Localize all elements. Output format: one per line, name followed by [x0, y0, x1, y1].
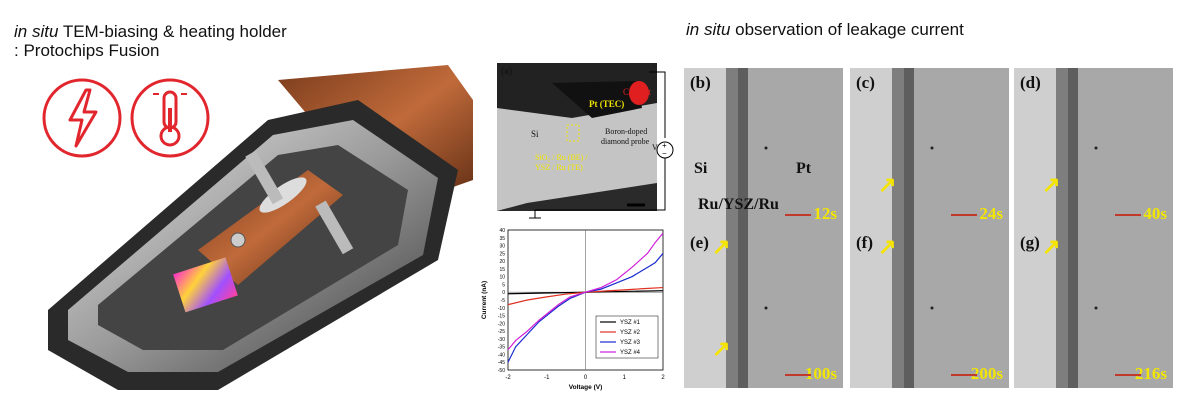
- tem-micrograph: [1014, 228, 1173, 388]
- scale-bar: [1115, 214, 1141, 216]
- circuit-diagram: + −: [529, 71, 674, 219]
- si-layer-label: Si: [694, 160, 708, 177]
- series-line-3: [507, 252, 664, 363]
- y-tick-label: -30: [498, 337, 505, 343]
- tem-panel: (e) 100s ↗ ↗: [684, 228, 843, 388]
- y-tick-label: 20: [499, 259, 505, 265]
- yellow-arrow-icon: ↗: [878, 234, 897, 259]
- time-stamp: 24s: [979, 204, 1003, 223]
- time-stamp: 200s: [970, 364, 1003, 383]
- y-axis-label: Current (nA): [481, 281, 488, 319]
- thermometer-icon: [130, 78, 210, 158]
- si-label: Si: [531, 129, 539, 139]
- tem-micrograph: [1014, 68, 1173, 228]
- x-tick-label: -1: [544, 375, 550, 381]
- time-stamp: 100s: [804, 364, 837, 383]
- y-tick-label: -25: [498, 329, 505, 335]
- y-tick-label: -35: [498, 345, 505, 351]
- y-tick-label: 35: [499, 236, 505, 242]
- tem-panel: (b) 12s Si Pt Ru/YSZ/Ru: [684, 68, 843, 228]
- holder-title: in situ TEM-biasing & heating holder: [14, 22, 287, 41]
- legend-entry-2: YSZ #2: [620, 330, 641, 336]
- lightning-icon: [42, 78, 122, 158]
- tem-micrograph: [684, 68, 843, 228]
- svg-text:−: −: [662, 149, 667, 158]
- tem-micrograph: [850, 68, 1009, 228]
- yellow-arrow-icon: ↗: [712, 234, 731, 259]
- tem-micrograph: [850, 228, 1009, 388]
- x-tick-label: -2: [505, 375, 511, 381]
- x-tick-label: 0: [584, 375, 588, 381]
- time-stamp: 216s: [1134, 364, 1167, 383]
- legend-entry-1: YSZ #1: [620, 320, 641, 326]
- panel-label: (e): [690, 233, 709, 252]
- probe-label-1: Boron-doped: [605, 127, 648, 136]
- panel-label: (b): [690, 73, 711, 92]
- y-tick-label: -5: [501, 298, 506, 304]
- y-tick-label: 5: [502, 282, 505, 288]
- observation-title: in situ observation of leakage current: [686, 20, 964, 39]
- scale-bar: [951, 374, 977, 376]
- x-tick-label: 1: [623, 375, 627, 381]
- probe-label-2: diamond probe: [601, 137, 650, 146]
- scale-bar: [785, 374, 811, 376]
- tem-micrograph: [684, 228, 843, 388]
- tem-panel: (c) 24s ↗: [850, 68, 1009, 228]
- y-tick-label: -50: [498, 368, 505, 374]
- y-tick-label: 10: [499, 275, 505, 281]
- x-tick-label: 2: [661, 375, 665, 381]
- y-tick-label: -45: [498, 360, 505, 366]
- yellow-arrow-icon: ↗: [1042, 172, 1061, 197]
- stack-layer-label: Ru/YSZ/Ru: [698, 196, 779, 213]
- y-tick-label: 15: [499, 267, 505, 273]
- y-tick-label: -20: [498, 321, 505, 327]
- pt-layer-label: Pt: [796, 160, 812, 177]
- scale-bar: [951, 214, 977, 216]
- voltage-source-label: V: [652, 143, 658, 152]
- y-tick-label: -15: [498, 314, 505, 320]
- holder-subtitle: : Protochips Fusion: [14, 41, 160, 60]
- iv-chart: -2 -1 0 1 2-50-45-40-35-30-25-20-15-10-50510…: [481, 228, 665, 391]
- contact-label: Contact: [623, 87, 651, 97]
- time-stamp: 12s: [813, 204, 837, 223]
- yellow-arrow-icon: ↗: [1042, 234, 1061, 259]
- y-tick-label: 40: [499, 228, 505, 234]
- legend-box: [595, 315, 659, 359]
- panel-label: (d): [1020, 73, 1041, 92]
- yellow-arrow-icon: ↗: [712, 336, 731, 361]
- panel-a-label: (a): [501, 66, 513, 77]
- time-stamp: 40s: [1143, 204, 1167, 223]
- layers-label-1: SiO₂ / Ru (BE) /: [535, 153, 588, 162]
- series-line-4: [507, 232, 664, 351]
- tem-panel: (g) 216s ↗: [1014, 228, 1173, 388]
- y-tick-label: -10: [498, 306, 505, 312]
- x-axis-label: Voltage (V): [569, 384, 602, 391]
- y-tick-label: 25: [499, 251, 505, 257]
- yellow-arrow-icon: ↗: [878, 172, 897, 197]
- legend-entry-3: YSZ #3: [620, 340, 641, 346]
- legend-entry-4: YSZ #4: [620, 350, 641, 356]
- panel-label: (c): [856, 73, 875, 92]
- panel-label: (g): [1020, 233, 1040, 252]
- y-tick-label: 30: [499, 244, 505, 250]
- pt-tec-label: Pt (TEC): [589, 99, 625, 109]
- tem-panel: (f) 200s ↗: [850, 228, 1009, 388]
- tem-panel: (d) 40s ↗: [1014, 68, 1173, 228]
- panel-a-micrograph: (a) Contact Pt (TEC) Si SiO₂ / Ru (BE) /…: [497, 63, 657, 211]
- y-tick-label: -40: [498, 352, 505, 358]
- scale-bar: [785, 214, 811, 216]
- layers-label-2: YSZ / Ru (TE): [535, 163, 583, 172]
- holder-illustration: [42, 65, 473, 390]
- svg-text:+: +: [662, 141, 667, 150]
- scale-bar: [1115, 374, 1141, 376]
- panel-label: (f): [856, 233, 873, 252]
- y-tick-label: 0: [502, 290, 505, 296]
